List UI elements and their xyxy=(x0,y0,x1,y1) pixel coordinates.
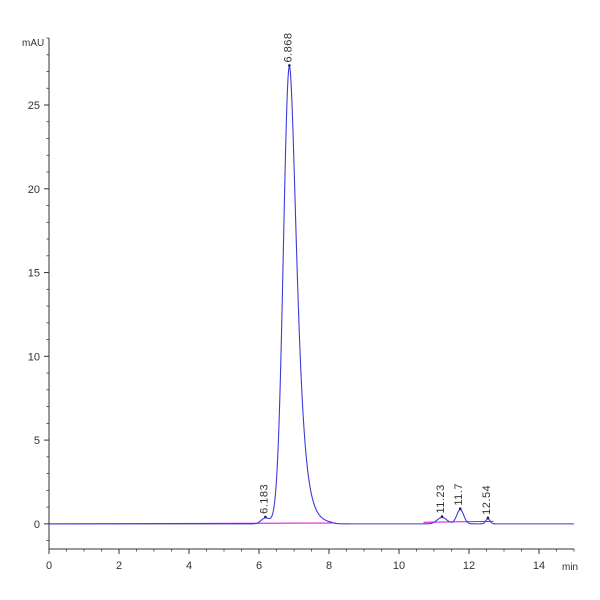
x-tick-label: 14 xyxy=(533,560,545,572)
y-tick-label: 20 xyxy=(28,184,40,196)
x-tick-label: 4 xyxy=(186,560,192,572)
x-unit-label: min xyxy=(562,562,578,573)
x-tick-label: 2 xyxy=(116,560,122,572)
x-tick-label: 0 xyxy=(46,560,52,572)
peak-apex-marker xyxy=(288,64,291,67)
peak-apex-marker xyxy=(458,507,462,510)
y-tick-label: 15 xyxy=(28,268,40,280)
peak-apex-marker xyxy=(486,516,490,520)
peak-label: 6.183 xyxy=(258,484,270,514)
axes-group: 0 5 10 15 20 25 0 2 4 6 8 10 12 14 xyxy=(28,37,575,572)
y-tick-label: 25 xyxy=(28,100,40,112)
peak-label: 11.23 xyxy=(435,484,447,513)
peak-label: 12.54 xyxy=(481,485,493,515)
peak-label: 11.7 xyxy=(453,483,465,506)
y-tick-label: 0 xyxy=(34,519,40,531)
x-tick-label: 8 xyxy=(326,560,332,572)
peak-label: 6.868 xyxy=(282,32,294,62)
trace-group xyxy=(49,65,574,525)
x-tick-label: 6 xyxy=(256,560,262,572)
y-unit-label: mAU xyxy=(22,38,44,49)
y-tick-label: 5 xyxy=(34,435,40,447)
x-tick-label: 10 xyxy=(393,560,405,572)
peak-apex-marker xyxy=(264,515,267,519)
x-tick-label: 12 xyxy=(463,560,475,572)
chromatogram-trace xyxy=(49,65,574,525)
y-tick-label: 10 xyxy=(28,351,40,363)
peak-labels-group: 6.183 6.868 11.23 11.7 12.54 xyxy=(258,32,493,520)
peak-apex-marker xyxy=(440,515,444,518)
